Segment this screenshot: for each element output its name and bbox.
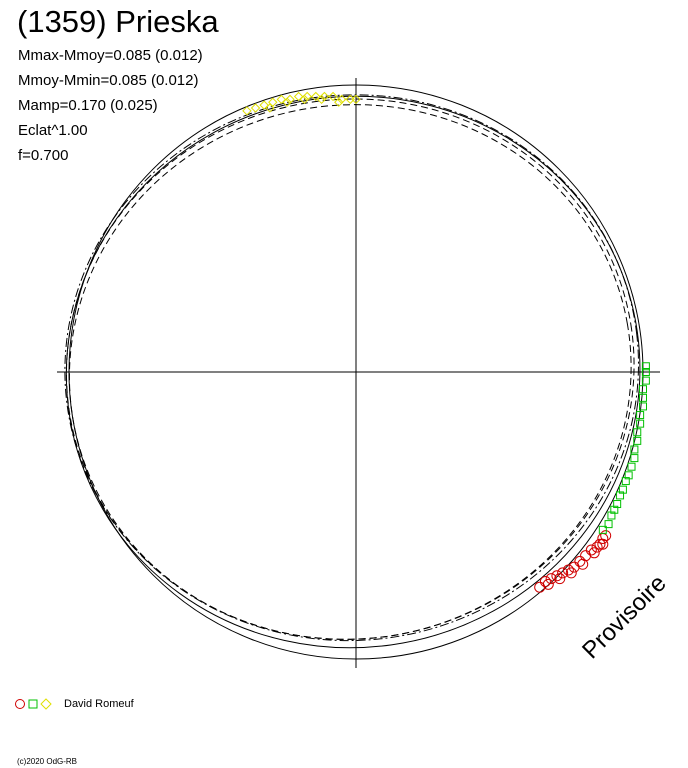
data-point-diamond-15: [282, 97, 292, 107]
data-point-circle-19: [597, 538, 609, 550]
data-point-square-16: [639, 402, 647, 411]
data-point-circle-11: [594, 538, 606, 550]
data-point-circle-15: [554, 573, 566, 585]
data-point-circle-12: [597, 532, 609, 544]
model-curve-3: [64, 94, 639, 642]
data-point-diamond-17: [316, 94, 327, 105]
data-point-diamond-4: [276, 94, 287, 105]
data-point-diamond-13: [351, 94, 361, 105]
data-point-circle-1: [539, 576, 551, 588]
data-point-diamond-2: [259, 100, 269, 110]
data-point-square-13: [633, 428, 642, 437]
data-point-circle-14: [542, 578, 554, 590]
model-curve-1: [65, 98, 635, 640]
data-point-square-9: [627, 462, 636, 471]
data-point-circle-9: [585, 544, 597, 556]
parameter-list: Mmax-Mmoy=0.085 (0.012) Mmoy-Mmin=0.085 …: [18, 43, 203, 168]
data-point-circle-7: [574, 555, 586, 567]
chart-title: (1359) Prieska: [17, 4, 219, 39]
data-point-circle-17: [577, 558, 589, 570]
data-point-square-7: [621, 477, 630, 486]
data-point-square-19: [641, 376, 650, 385]
legend-markers: [14, 698, 54, 710]
data-point-diamond-18: [334, 97, 344, 107]
data-point-circle-16: [565, 567, 577, 579]
data-point-square-17: [639, 393, 647, 402]
legend-diamond-icon: [40, 698, 52, 710]
data-point-square-10: [630, 454, 639, 463]
copyright-credit: (c)2020 OdG-RB: [17, 757, 78, 766]
data-point-circle-2: [545, 573, 557, 585]
data-point-square-5: [616, 491, 625, 500]
legend: David Romeuf: [14, 697, 134, 711]
data-point-square-8: [624, 471, 633, 480]
data-point-diamond-16: [299, 94, 310, 105]
data-point-square-12: [633, 436, 642, 445]
data-point-square-3: [610, 505, 619, 514]
data-point-circle-5: [562, 564, 574, 576]
param-mamp: Mamp=0.170 (0.025): [18, 97, 158, 114]
data-point-square-0: [598, 525, 607, 534]
data-point-diamond-0: [242, 106, 252, 116]
data-point-diamond-10: [328, 91, 338, 102]
legend-square-icon: [28, 699, 38, 709]
data-point-circle-18: [588, 547, 600, 559]
data-point-diamond-7: [302, 91, 312, 102]
data-point-diamond-5: [285, 94, 295, 105]
legend-observer: David Romeuf: [64, 698, 134, 710]
data-point-square-1: [604, 520, 613, 529]
data-point-diamond-1: [250, 103, 261, 113]
param-mmax-mmoy: Mmax-Mmoy=0.085 (0.012): [18, 47, 203, 64]
data-point-square-18: [639, 385, 647, 394]
data-point-diamond-6: [293, 91, 304, 102]
data-point-square-21: [641, 362, 650, 371]
param-mmoy-mmin: Mmoy-Mmin=0.085 (0.012): [18, 72, 199, 89]
data-point-square-20: [641, 368, 650, 376]
param-f: f=0.700: [18, 147, 69, 164]
legend-marker-icons: [15, 698, 52, 710]
watermark-text: Provisoire: [577, 570, 672, 665]
data-point-square-4: [613, 500, 622, 509]
data-point-diamond-3: [268, 97, 278, 107]
data-point-square-2: [607, 511, 616, 520]
data-point-diamond-14: [265, 103, 275, 113]
data-point-square-6: [618, 485, 627, 494]
data-point-square-15: [636, 411, 645, 420]
data-points: [242, 91, 650, 593]
data-point-circle-4: [557, 567, 569, 579]
legend-circle-icon: [15, 699, 25, 709]
param-eclat: Eclat^1.00: [18, 122, 88, 139]
data-point-square-11: [630, 445, 639, 454]
reference-circle: [68, 84, 644, 660]
data-point-square-14: [636, 419, 645, 428]
data-point-circle-10: [591, 541, 603, 553]
data-point-circle-3: [551, 570, 563, 582]
data-point-diamond-8: [311, 91, 321, 102]
